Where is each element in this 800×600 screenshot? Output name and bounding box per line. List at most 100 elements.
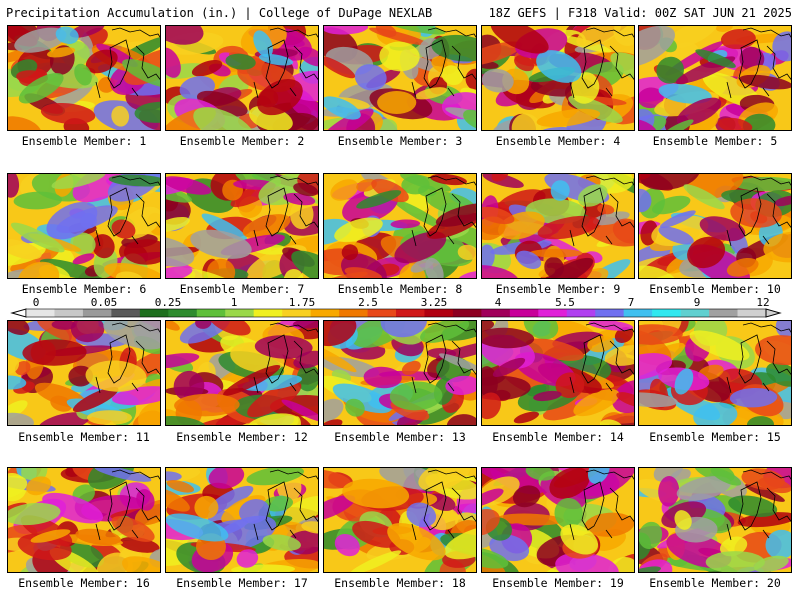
ensemble-member-label: Ensemble Member: 2 — [179, 134, 305, 148]
ensemble-member-map — [7, 467, 161, 573]
ensemble-member-label: Ensemble Member: 16 — [18, 576, 150, 590]
colorbar-bin — [652, 309, 681, 317]
ensemble-member-map — [323, 25, 477, 131]
colorbar-bin — [367, 309, 397, 317]
colorbar-bin — [282, 309, 311, 317]
colorbar-bin — [680, 309, 710, 317]
colorbar-bin — [566, 309, 596, 317]
colorbar-bin — [481, 309, 511, 317]
great-lakes-outline — [253, 322, 318, 394]
ensemble-member-map — [323, 467, 477, 573]
colorbar-bin — [538, 309, 568, 317]
ensemble-member-label: Ensemble Member: 8 — [337, 282, 463, 296]
ensemble-member-label: Ensemble Member: 1 — [21, 134, 147, 148]
colorbar-min-arrow — [10, 308, 27, 318]
colorbar-bin — [424, 309, 454, 317]
colorbar-tick-label: 4 — [495, 296, 502, 309]
great-lakes-outline — [726, 27, 791, 99]
great-lakes-outline — [411, 27, 476, 99]
map-title: Precipitation Accumulation (in.) | Colle… — [6, 6, 433, 20]
ensemble-member-label: Ensemble Member: 9 — [495, 282, 621, 296]
ensemble-member-label: Ensemble Member: 4 — [495, 134, 621, 148]
ensemble-member-map — [638, 173, 792, 279]
ensemble-member-label: Ensemble Member: 14 — [492, 430, 624, 444]
great-lakes-outline — [569, 469, 634, 541]
great-lakes-outline — [95, 469, 160, 541]
colorbar-bin — [310, 309, 340, 317]
great-lakes-outline — [726, 322, 791, 394]
great-lakes-outline — [253, 175, 318, 247]
colorbar-tick-label: 0.05 — [91, 296, 118, 309]
great-lakes-outline — [95, 27, 160, 99]
colorbar-bin — [737, 309, 767, 317]
great-lakes-outline — [95, 322, 160, 394]
ensemble-member-label: Ensemble Member: 5 — [652, 134, 778, 148]
ensemble-member-label: Ensemble Member: 15 — [649, 430, 781, 444]
ensemble-member-label: Ensemble Member: 3 — [337, 134, 463, 148]
colorbar-max-arrow — [765, 308, 782, 318]
ensemble-member-map — [481, 25, 635, 131]
great-lakes-outline — [569, 322, 634, 394]
ensemble-member-label: Ensemble Member: 7 — [179, 282, 305, 296]
ensemble-member-label: Ensemble Member: 10 — [649, 282, 781, 296]
great-lakes-outline — [569, 175, 634, 247]
colorbar-tick-label: 0 — [33, 296, 40, 309]
colorbar-bin — [168, 309, 198, 317]
colorbar-tick-label: 1.75 — [289, 296, 316, 309]
colorbar-bin — [225, 309, 254, 317]
colorbar-bin — [196, 309, 226, 317]
colorbar-bin — [111, 309, 141, 317]
great-lakes-outline — [253, 469, 318, 541]
colorbar-bin — [452, 309, 482, 317]
ensemble-member-map — [481, 320, 635, 426]
colorbar-bin — [595, 309, 624, 317]
great-lakes-outline — [726, 175, 791, 247]
ensemble-member-map — [481, 173, 635, 279]
ensemble-member-label: Ensemble Member: 6 — [21, 282, 147, 296]
run-valid-time: 18Z GEFS | F318 Valid: 00Z SAT JUN 21 20… — [488, 6, 792, 20]
ensemble-member-map — [165, 320, 319, 426]
ensemble-member-map — [323, 173, 477, 279]
ensemble-member-label: Ensemble Member: 11 — [18, 430, 150, 444]
precip-colorbar: 0 0.05 0.25 1 1.75 2.5 3.25 4 5.5 7 9 12 — [10, 296, 782, 318]
colorbar-bin — [82, 309, 112, 317]
ensemble-member-label: Ensemble Member: 12 — [176, 430, 308, 444]
ensemble-member-map — [638, 320, 792, 426]
ensemble-member-map — [165, 25, 319, 131]
colorbar-bin — [54, 309, 84, 317]
colorbar-bin — [509, 309, 539, 317]
colorbar-bin — [339, 309, 368, 317]
ensemble-member-map — [7, 173, 161, 279]
ensemble-member-label: Ensemble Member: 13 — [334, 430, 466, 444]
ensemble-member-map — [165, 173, 319, 279]
colorbar-tick-label: 12 — [756, 296, 769, 309]
great-lakes-outline — [411, 469, 476, 541]
colorbar-bin — [253, 309, 283, 317]
colorbar-tick-label: 1 — [231, 296, 238, 309]
great-lakes-outline — [726, 469, 791, 541]
ensemble-member-label: Ensemble Member: 18 — [334, 576, 466, 590]
great-lakes-outline — [569, 27, 634, 99]
ensemble-member-label: Ensemble Member: 19 — [492, 576, 624, 590]
ensemble-member-map — [7, 25, 161, 131]
colorbar-tick-label: 3.25 — [421, 296, 448, 309]
great-lakes-outline — [411, 175, 476, 247]
colorbar-tick-label: 9 — [694, 296, 701, 309]
ensemble-member-label: Ensemble Member: 20 — [649, 576, 781, 590]
colorbar-tick-label: 2.5 — [358, 296, 378, 309]
ensemble-member-map — [638, 25, 792, 131]
great-lakes-outline — [411, 322, 476, 394]
ensemble-member-map — [638, 467, 792, 573]
colorbar-bin — [709, 309, 738, 317]
great-lakes-outline — [253, 27, 318, 99]
ensemble-member-map — [481, 467, 635, 573]
colorbar-bin — [26, 309, 55, 317]
ensemble-member-map — [7, 320, 161, 426]
ensemble-member-map — [165, 467, 319, 573]
colorbar-tick-label: 7 — [628, 296, 635, 309]
colorbar-bin — [396, 309, 425, 317]
ensemble-member-label: Ensemble Member: 17 — [176, 576, 308, 590]
colorbar-bin — [139, 309, 169, 317]
colorbar-bin — [623, 309, 653, 317]
colorbar-tick-label: 5.5 — [555, 296, 575, 309]
